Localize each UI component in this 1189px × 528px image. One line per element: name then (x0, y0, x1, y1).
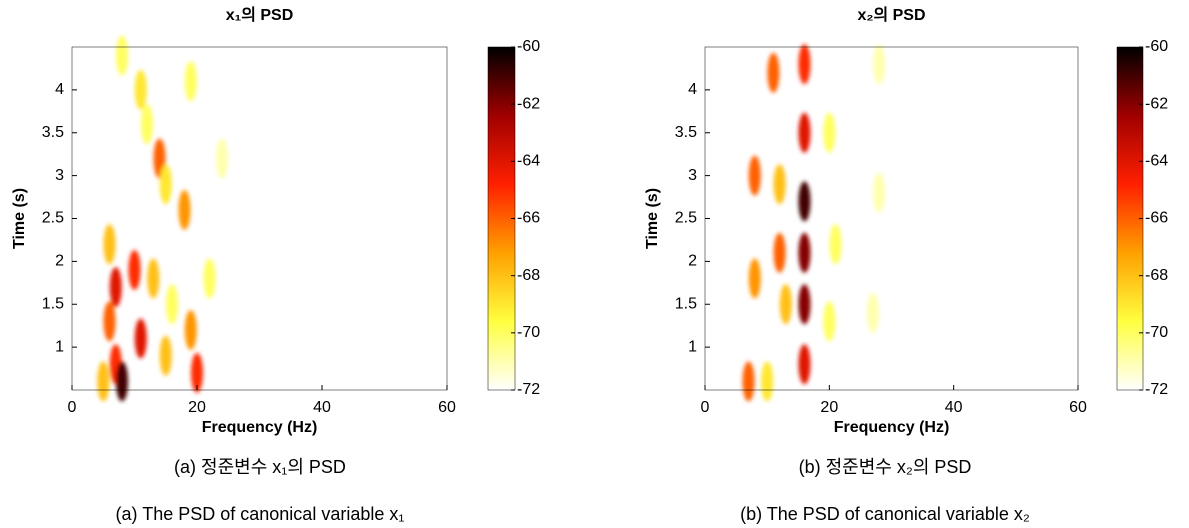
heat-cell (798, 112, 811, 153)
heat-cell (166, 284, 178, 325)
heat-cell (184, 61, 197, 102)
heat-cell (748, 155, 761, 196)
y-tick-label: 3 (55, 167, 64, 184)
y-tick-label: 3.5 (675, 124, 697, 141)
x-tick-label: 40 (313, 399, 331, 416)
y-tick-label: 2.5 (675, 210, 697, 227)
plot-area (72, 47, 447, 390)
colorbar (487, 46, 516, 391)
y-tick-label: 4 (55, 81, 64, 98)
heat-cell (773, 232, 786, 273)
heat-cell (767, 52, 780, 93)
colorbar-tick-label: -70 (1145, 324, 1168, 341)
heat-cell (134, 69, 147, 110)
x-tick-label: 40 (945, 399, 963, 416)
colorbar-tick-label: -60 (517, 38, 540, 55)
heat-cell (866, 292, 879, 333)
heat-cell (742, 361, 755, 402)
heat-cell (798, 232, 811, 273)
colorbar-tick-label: -64 (1145, 153, 1168, 170)
heat-cell (823, 301, 836, 342)
y-tick-label: 1 (55, 338, 64, 355)
heat-cell (798, 44, 811, 85)
x-tick-label: 60 (1069, 399, 1087, 416)
heat-cell (128, 249, 141, 290)
heat-cell (748, 258, 761, 299)
heat-cell (178, 189, 191, 230)
heat-cell (184, 309, 197, 350)
heat-cell (798, 344, 811, 385)
heat-cell (109, 267, 122, 308)
heat-cell (159, 164, 172, 205)
colorbar-tick-label: -72 (517, 381, 540, 398)
y-tick-label: 3 (688, 167, 697, 184)
x-tick-label: 20 (188, 399, 206, 416)
heat-cell (103, 301, 116, 342)
y-tick-label: 3.5 (42, 124, 64, 141)
colorbar-tick-label: -62 (1145, 95, 1168, 112)
heat-cell (147, 258, 160, 299)
y-tick-label: 2 (55, 253, 64, 270)
heat-cell (103, 224, 116, 265)
heat-cell (798, 284, 811, 325)
caption: (b) 정준변수 x₂의 PSD (799, 457, 972, 477)
heat-cell (873, 172, 886, 213)
colorbar-tick-label: -66 (517, 210, 540, 227)
y-tick-label: 2 (688, 253, 697, 270)
y-axis-label: Time (s) (11, 188, 28, 249)
heat-cell (779, 284, 792, 325)
heatmap (97, 35, 228, 402)
x-axis-label: Frequency (Hz) (202, 419, 318, 436)
x-tick-label: 20 (820, 399, 838, 416)
heat-cell (141, 104, 153, 145)
colorbar-tick-label: -66 (1145, 210, 1168, 227)
x-tick-label: 0 (68, 399, 77, 416)
colorbar-tick-label: -60 (1145, 38, 1168, 55)
heat-cell (773, 164, 786, 205)
heat-cell (823, 112, 836, 153)
colorbar-tick-label: -62 (517, 95, 540, 112)
y-tick-label: 1.5 (675, 295, 697, 312)
y-tick-label: 1 (688, 338, 697, 355)
x-tick-label: 0 (701, 399, 710, 416)
heat-cell (97, 361, 110, 402)
heat-cell (116, 35, 128, 76)
heat-cell (829, 224, 842, 265)
heat-cell (134, 318, 147, 359)
heat-cell (159, 335, 172, 376)
colorbar-tick-label: -68 (1145, 267, 1168, 284)
y-tick-label: 1.5 (42, 295, 64, 312)
x-axis-label: Frequency (Hz) (834, 419, 950, 436)
heat-cell (873, 44, 886, 85)
plot-area (705, 47, 1078, 390)
colorbar-tick-label: -68 (517, 267, 540, 284)
heat-cell (203, 258, 216, 299)
heatmap (742, 44, 886, 402)
colorbar-tick-label: -70 (517, 324, 540, 341)
colorbar-tick-label: -72 (1145, 381, 1168, 398)
caption-english: (b) The PSD of canonical variable x₂ (740, 504, 1030, 524)
caption: (a) 정준변수 x₁의 PSD (174, 457, 346, 477)
heat-cell (761, 361, 774, 402)
y-axis-label: Time (s) (644, 188, 661, 249)
heat-cell (216, 138, 228, 179)
x-tick-label: 60 (438, 399, 456, 416)
heat-cell (191, 352, 203, 393)
colorbar (1116, 46, 1144, 391)
heat-cell (116, 361, 128, 402)
colorbar-tick-label: -64 (517, 153, 540, 170)
caption-english: (a) The PSD of canonical variable x₁ (116, 504, 405, 524)
chart-title: x₂의 PSD (857, 6, 925, 24)
y-tick-label: 4 (688, 81, 697, 98)
heat-cell (798, 181, 811, 222)
y-tick-label: 2.5 (42, 210, 64, 227)
chart-title: x₁의 PSD (226, 6, 294, 24)
